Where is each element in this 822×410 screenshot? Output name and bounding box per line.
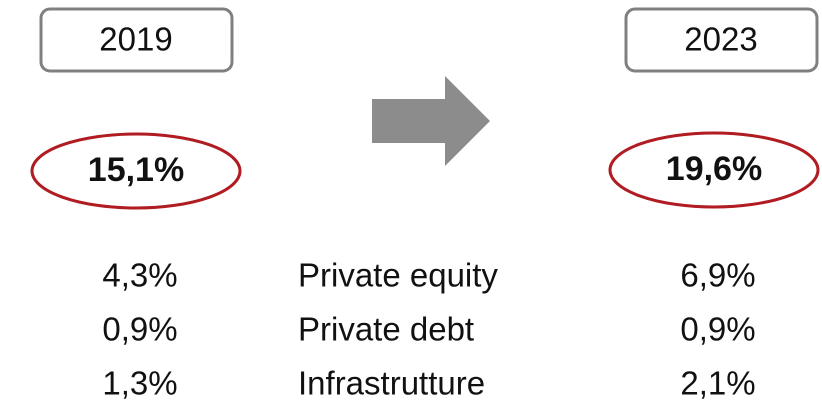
total: 15,1% — [88, 151, 184, 189]
right-value: 6,9% — [680, 257, 755, 294]
rows: 4,3% Private equity 6,9% 0,9% Private debt 0,… — [102, 257, 755, 402]
row-label: Infrastrutture — [298, 365, 485, 402]
left-value: 1,3% — [102, 365, 177, 402]
year: 2019 — [99, 21, 172, 58]
row-label: Private equity — [298, 257, 498, 294]
year: 2023 — [684, 21, 757, 58]
left-value: 4,3% — [102, 257, 177, 294]
total-ellipse — [608, 131, 820, 209]
year-box — [624, 7, 819, 73]
right-value: 0,9% — [680, 311, 755, 348]
right-value: 2,1% — [680, 365, 755, 402]
total-ellipse — [30, 132, 242, 210]
arrow — [372, 76, 490, 166]
year-box — [39, 7, 234, 73]
row-label: Private debt — [298, 311, 474, 348]
total: 19,6% — [666, 150, 762, 188]
left-value: 0,9% — [102, 311, 177, 348]
